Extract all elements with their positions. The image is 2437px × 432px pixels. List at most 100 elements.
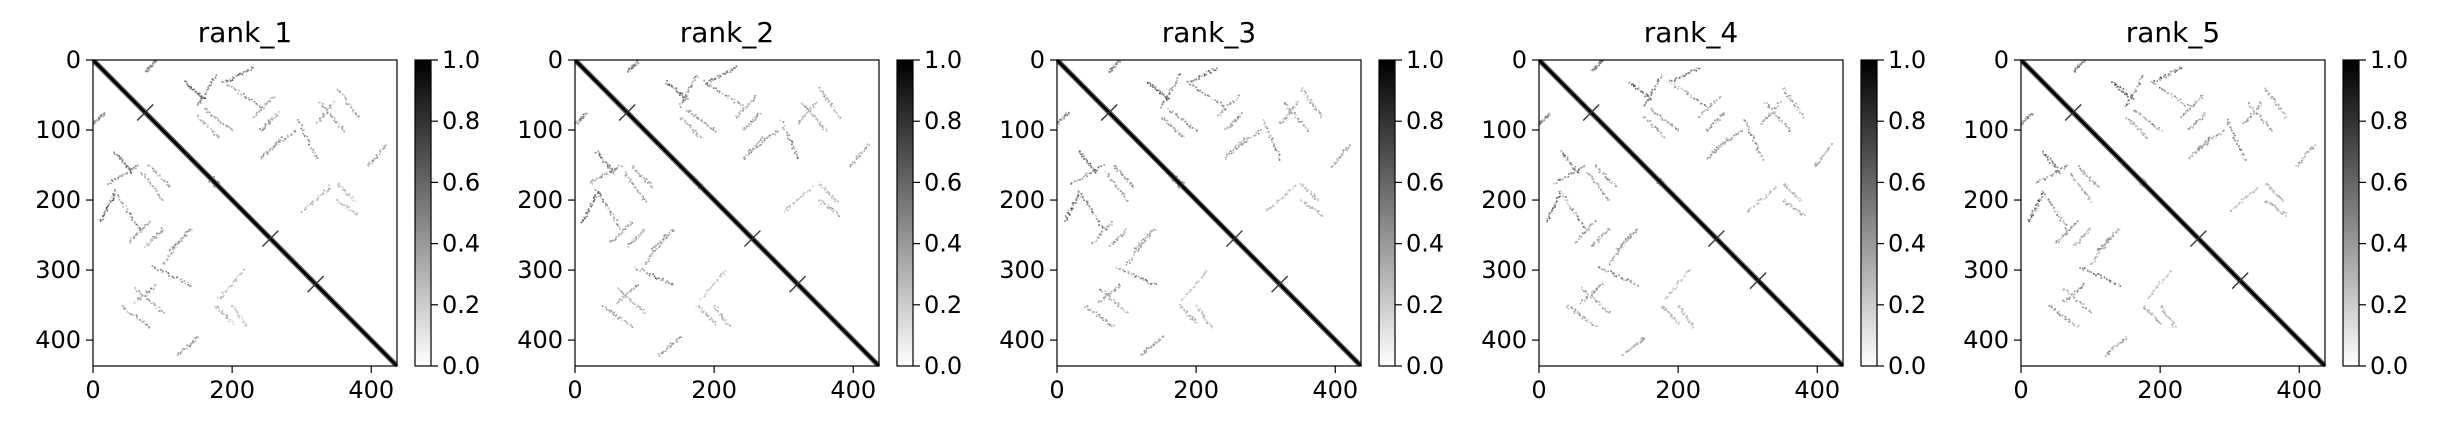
heatmap-cell bbox=[1627, 350, 1629, 352]
heatmap-cell bbox=[693, 115, 695, 117]
heatmap-cell bbox=[821, 124, 824, 127]
heatmap-cell bbox=[669, 233, 672, 235]
heatmap-cell bbox=[610, 171, 612, 174]
heatmap-cell bbox=[2161, 304, 2163, 307]
heatmap-cell bbox=[692, 80, 694, 82]
heatmap-features bbox=[1539, 60, 1833, 356]
heatmap-cell bbox=[670, 282, 673, 285]
heatmap-cell bbox=[641, 231, 644, 233]
heatmap-cell bbox=[1109, 178, 1112, 181]
heatmap-cell bbox=[599, 176, 601, 179]
heatmap-cell bbox=[1317, 198, 1319, 200]
heatmap-cell bbox=[148, 243, 151, 245]
heatmap-cell bbox=[1585, 228, 1588, 231]
heatmap-cell bbox=[643, 198, 646, 201]
heatmap-cell bbox=[2107, 237, 2110, 240]
heatmap-cell bbox=[2198, 118, 2200, 121]
heatmap-cell bbox=[1224, 107, 1227, 110]
heatmap-cell bbox=[1602, 232, 1605, 235]
heatmap-cell bbox=[1591, 223, 1594, 225]
heatmap-feature bbox=[627, 112, 762, 248]
heatmap-cell bbox=[271, 119, 273, 121]
heatmap-features bbox=[1056, 59, 1351, 356]
heatmap-cell bbox=[2235, 205, 2238, 207]
heatmap-cell bbox=[1177, 116, 1180, 119]
heatmap-cell bbox=[214, 76, 217, 78]
heatmap-cell bbox=[619, 298, 621, 301]
heatmap-cell bbox=[714, 282, 716, 285]
heatmap-cell bbox=[1112, 241, 1115, 244]
heatmap-cell bbox=[2282, 211, 2285, 213]
heatmap-cell bbox=[1763, 198, 1766, 200]
heatmap-cell bbox=[325, 113, 328, 115]
heatmap-cell bbox=[1819, 157, 1822, 159]
heatmap-cell bbox=[622, 231, 625, 234]
heatmap-cell bbox=[664, 234, 666, 236]
heatmap-features bbox=[2020, 59, 2317, 358]
heatmap-cell bbox=[708, 315, 710, 317]
heatmap-cell bbox=[1161, 336, 1164, 339]
heatmap-cell bbox=[770, 134, 773, 137]
heatmap-cell bbox=[2119, 86, 2122, 88]
heatmap-cell bbox=[1648, 120, 1651, 123]
heatmap-cell bbox=[658, 242, 660, 244]
heatmap-cell bbox=[837, 214, 840, 217]
heatmap-cell bbox=[1630, 281, 1633, 284]
heatmap-cell bbox=[1276, 200, 1278, 203]
heatmap-cell bbox=[1123, 230, 1125, 233]
heatmap-cell bbox=[2165, 76, 2167, 79]
heatmap-cell bbox=[1555, 182, 1558, 184]
heatmap-cell bbox=[738, 112, 741, 115]
heatmap-cell bbox=[1553, 204, 1555, 207]
heatmap-cell bbox=[166, 260, 168, 262]
heatmap-cell bbox=[1121, 174, 1124, 176]
heatmap-cell bbox=[758, 145, 761, 147]
heatmap-cell bbox=[1720, 143, 1722, 146]
heatmap-cell bbox=[2027, 113, 2030, 116]
heatmap-cell bbox=[1109, 324, 1111, 326]
colorbar-tick-label: 0.2 bbox=[1888, 291, 1926, 319]
heatmap-cell bbox=[2138, 112, 2140, 115]
heatmap-cell bbox=[1105, 320, 1107, 322]
heatmap-cell bbox=[2175, 325, 2177, 328]
heatmap-cell bbox=[1581, 299, 1583, 301]
heatmap-cell bbox=[2256, 112, 2258, 115]
heatmap-cell bbox=[749, 102, 752, 105]
heatmap-cell bbox=[671, 85, 673, 87]
heatmap-cell bbox=[1142, 277, 1144, 280]
heatmap-cell bbox=[1774, 107, 1776, 110]
heatmap-cell bbox=[1158, 89, 1161, 91]
heatmap-cell bbox=[240, 272, 243, 274]
heatmap-cell bbox=[1318, 110, 1320, 112]
heatmap-cell bbox=[1073, 180, 1076, 183]
heatmap-cell bbox=[112, 197, 115, 200]
heatmap-cell bbox=[1162, 100, 1165, 103]
heatmap-panel-5: rank_50 200 40001002003004000.00.20.40.60.… bbox=[1963, 16, 2408, 404]
heatmap-cell bbox=[669, 346, 672, 348]
heatmap-cell bbox=[2052, 173, 2055, 175]
heatmap-cell bbox=[1688, 269, 1691, 272]
heatmap-cell bbox=[1750, 134, 1752, 136]
heatmap-cell bbox=[1306, 96, 1309, 99]
heatmap-cell bbox=[1685, 271, 1688, 273]
heatmap-cell bbox=[1172, 179, 1174, 182]
heatmap-cell bbox=[629, 221, 632, 223]
heatmap-cell bbox=[2202, 145, 2205, 147]
heatmap-feature bbox=[2041, 80, 2190, 231]
heatmap-cell bbox=[838, 215, 840, 217]
heatmap-cell bbox=[1757, 199, 1760, 201]
heatmap-cell bbox=[1825, 150, 1828, 152]
heatmap-cell bbox=[683, 96, 685, 99]
heatmap-cell bbox=[819, 199, 821, 201]
heatmap-cell bbox=[269, 118, 272, 121]
heatmap-cell bbox=[652, 273, 654, 276]
heatmap-cell bbox=[627, 246, 630, 248]
heatmap-cell bbox=[1571, 167, 1574, 169]
heatmap-cell bbox=[1176, 79, 1179, 82]
heatmap-cell bbox=[2139, 83, 2141, 86]
heatmap-cell bbox=[1693, 69, 1696, 71]
heatmap-cell bbox=[1800, 213, 1803, 216]
heatmap-cell bbox=[1765, 194, 1767, 196]
heatmap-cell bbox=[1817, 162, 1820, 165]
heatmap-cell bbox=[343, 189, 346, 191]
